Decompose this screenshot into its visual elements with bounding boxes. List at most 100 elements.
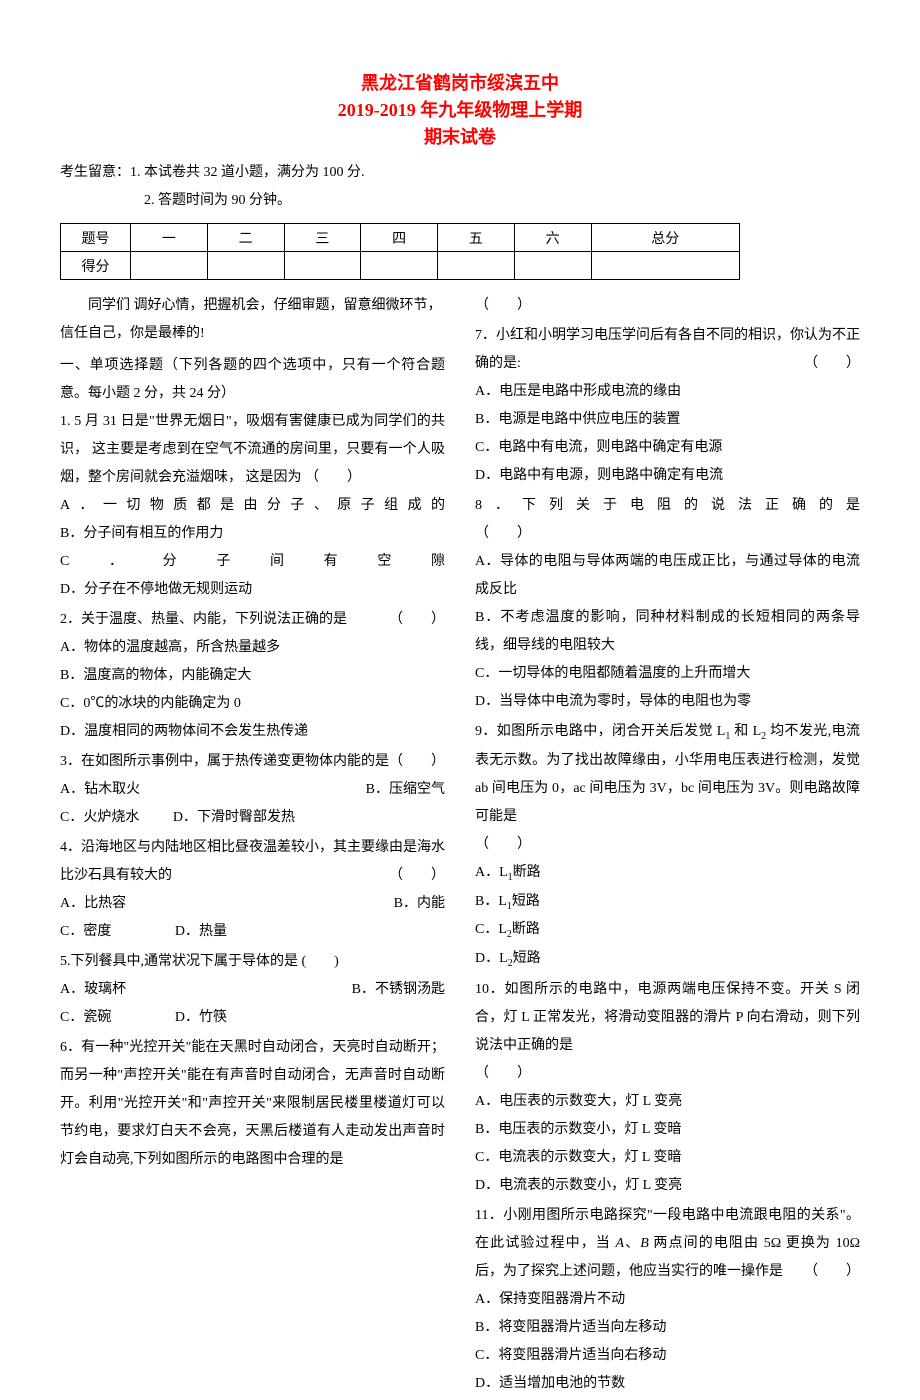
left-column: 同学们 调好心情，把握机会，仔细审题，留意细微环节，信任自己，你是最棒的! 一、… — [60, 292, 445, 1400]
score-cell — [361, 252, 438, 280]
q7-c: C．电路中有电流，则电路中确定有电源 — [475, 434, 860, 462]
q5-ab: A．玻璃杯 B．不锈钢汤匙 — [60, 976, 445, 1004]
q4-paren: （ ） — [389, 862, 445, 890]
question-11: 11．小刚用图所示电路探究"一段电路中电流跟电阻的关系"。在此试验过程中，当 A… — [475, 1202, 860, 1398]
score-cell — [284, 252, 361, 280]
header-cell: 四 — [361, 224, 438, 252]
q8-paren: （ ） — [475, 526, 531, 541]
notice-2: 2. 答题时间为 90 分钟。 — [60, 187, 860, 215]
q2-c: C．0℃的冰块的内能确定为 0 — [60, 690, 445, 718]
score-cell — [591, 252, 740, 280]
header-cell: 题号 — [61, 224, 131, 252]
q3-d: D．下滑时臀部发热 — [173, 810, 295, 825]
q9-b: B．L1短路 — [475, 888, 860, 917]
table-header-row: 题号 一 二 三 四 五 六 总分 — [61, 224, 740, 252]
question-10: 10．如图所示的电路中，电源两端电压保持不变。开关 S 闭合，灯 L 正常发光，… — [475, 976, 860, 1200]
header-cell: 二 — [207, 224, 284, 252]
title-line-3: 期末试卷 — [60, 124, 860, 151]
q1-paren: （ ） — [305, 470, 361, 485]
q8-c: C．一切导体的电阻都随着温度的上升而增大 — [475, 660, 860, 688]
exam-title: 黑龙江省鹤岗市绥滨五中 2019-2019 年九年级物理上学期 期末试卷 — [60, 70, 860, 151]
right-column: （ ） 7．小红和小明学习电压学问后有各自不同的相识，你认为不正确的是: （ ）… — [475, 292, 860, 1400]
header-cell: 一 — [131, 224, 208, 252]
q5-cd: C．瓷碗 D．竹筷 — [60, 1004, 445, 1032]
q8-a: A．导体的电阻与导体两端的电压成正比，与通过导体的电流成反比 — [475, 548, 860, 604]
q10-a: A．电压表的示数变大，灯 L 变亮 — [475, 1088, 860, 1116]
table-score-row: 得分 — [61, 252, 740, 280]
q5-a: A．玻璃杯 — [60, 982, 126, 997]
q4-stem: 4．沿海地区与内陆地区相比昼夜温差较小，其主要缘由是海水比沙石具有较大的 — [60, 840, 445, 883]
q11-d: D．适当增加电池的节数 — [475, 1370, 860, 1398]
notice-1: 考生留意：1. 本试卷共 32 道小题，满分为 100 分. — [60, 159, 860, 187]
q3-cd: C．火炉烧水 D．下滑时臀部发热 — [60, 804, 445, 832]
q11-b: B．将变阻器滑片适当向左移动 — [475, 1314, 860, 1342]
question-8: 8．下列关于电阻的说法正确的是 （ ） A．导体的电阻与导体两端的电压成正比，与… — [475, 492, 860, 716]
question-3: 3．在如图所示事例中，属于热传递变更物体内能的是 （ ） A．钻木取火 B．压缩… — [60, 748, 445, 832]
q9-stem: 9．如图所示电路中，闭合开关后发觉 L1 和 L2 均不发光,电流表无示数。为了… — [475, 724, 860, 824]
q4-b: B．内能 — [394, 890, 445, 918]
q3-stem: 3．在如图所示事例中，属于热传递变更物体内能的是 — [60, 754, 389, 769]
q5-paren: ( ) — [302, 954, 339, 969]
section-1-header: 一、单项选择题（下列各题的四个选项中，只有一个符合题意。每小题 2 分，共 24… — [60, 352, 445, 408]
q3-paren: （ ） — [389, 748, 445, 776]
title-line-2: 2019-2019 年九年级物理上学期 — [60, 97, 860, 124]
question-5: 5.下列餐具中,通常状况下属于导体的是 ( ) A．玻璃杯 B．不锈钢汤匙 C．… — [60, 948, 445, 1032]
q3-a: A．钻木取火 — [60, 782, 140, 797]
question-4: 4．沿海地区与内陆地区相比昼夜温差较小，其主要缘由是海水比沙石具有较大的 （ ）… — [60, 834, 445, 946]
q5-d: D．竹筷 — [175, 1010, 227, 1025]
q7-stem: 7．小红和小明学习电压学问后有各自不同的相识，你认为不正确的是: — [475, 328, 860, 371]
header-cell: 总分 — [591, 224, 740, 252]
q3-b: B．压缩空气 — [366, 776, 445, 804]
content-columns: 同学们 调好心情，把握机会，仔细审题，留意细微环节，信任自己，你是最棒的! 一、… — [60, 292, 860, 1400]
q9-paren: （ ） — [475, 837, 531, 852]
q4-a: A．比热容 — [60, 896, 126, 911]
title-line-1: 黑龙江省鹤岗市绥滨五中 — [60, 70, 860, 97]
q5-stem: 5.下列餐具中,通常状况下属于导体的是 — [60, 954, 298, 969]
q9-d: D．L2短路 — [475, 945, 860, 974]
q9-a: A．L1断路 — [475, 859, 860, 888]
q4-c: C．密度 — [60, 924, 111, 939]
q8-stem: 8．下列关于电阻的说法正确的是 — [475, 492, 860, 520]
q11-a: A．保持变阻器滑片不动 — [475, 1286, 860, 1314]
intro-text: 同学们 调好心情，把握机会，仔细审题，留意细微环节，信任自己，你是最棒的! — [60, 292, 445, 348]
q2-b: B．温度高的物体，内能确定大 — [60, 662, 445, 690]
q7-paren: （ ） — [804, 350, 860, 378]
q9-c: C．L2断路 — [475, 916, 860, 945]
row-label: 得分 — [61, 252, 131, 280]
q11-paren: （ ） — [804, 1258, 860, 1286]
header-cell: 六 — [514, 224, 591, 252]
q11-c: C．将变阻器滑片适当向右移动 — [475, 1342, 860, 1370]
q1-a: A．一切物质都是由分子、原子组成的 — [60, 492, 445, 520]
q11-stem: 11．小刚用图所示电路探究"一段电路中电流跟电阻的关系"。在此试验过程中，当 A… — [475, 1208, 860, 1279]
question-9: 9．如图所示电路中，闭合开关后发觉 L1 和 L2 均不发光,电流表无示数。为了… — [475, 718, 860, 974]
score-table: 题号 一 二 三 四 五 六 总分 得分 — [60, 223, 740, 280]
q6-paren: （ ） — [475, 298, 531, 313]
score-cell — [131, 252, 208, 280]
q1-b: B．分子间有相互的作用力 — [60, 520, 445, 548]
q3-ab: A．钻木取火 B．压缩空气 — [60, 776, 445, 804]
q4-ab: A．比热容 B．内能 — [60, 890, 445, 918]
q2-stem: 2．关于温度、热量、内能，下列说法正确的是 — [60, 612, 347, 627]
question-1: 1. 5 月 31 日是"世界无烟日"，吸烟有害健康已成为同学们的共识， 这主要… — [60, 408, 445, 604]
q8-d: D．当导体中电流为零时，导体的电阻也为零 — [475, 688, 860, 716]
q5-c: C．瓷碗 — [60, 1010, 111, 1025]
score-cell — [438, 252, 515, 280]
score-cell — [207, 252, 284, 280]
q10-c: C．电流表的示数变大，灯 L 变暗 — [475, 1144, 860, 1172]
question-6-cont: （ ） — [475, 292, 860, 320]
q1-stem: 1. 5 月 31 日是"世界无烟日"，吸烟有害健康已成为同学们的共识， 这主要… — [60, 414, 445, 485]
q10-b: B．电压表的示数变小，灯 L 变暗 — [475, 1116, 860, 1144]
question-6: 6．有一种"光控开关"能在天黑时自动闭合，天亮时自动断开；而另一种"声控开关"能… — [60, 1034, 445, 1174]
question-2: 2．关于温度、热量、内能，下列说法正确的是 （ ） A．物体的温度越高，所含热量… — [60, 606, 445, 746]
q7-a: A．电压是电路中形成电流的缘由 — [475, 378, 860, 406]
q4-cd: C．密度 D．热量 — [60, 918, 445, 946]
q1-d: D．分子在不停地做无规则运动 — [60, 576, 445, 604]
q5-b: B．不锈钢汤匙 — [352, 976, 445, 1004]
q3-c: C．火炉烧水 — [60, 810, 139, 825]
question-7: 7．小红和小明学习电压学问后有各自不同的相识，你认为不正确的是: （ ） A．电… — [475, 322, 860, 490]
q10-d: D．电流表的示数变小，灯 L 变亮 — [475, 1172, 860, 1200]
q2-d: D．温度相同的两物体间不会发生热传递 — [60, 718, 445, 746]
q6-stem: 6．有一种"光控开关"能在天黑时自动闭合，天亮时自动断开；而另一种"声控开关"能… — [60, 1040, 445, 1167]
header-cell: 三 — [284, 224, 361, 252]
q2-paren: （ ） — [389, 606, 445, 634]
